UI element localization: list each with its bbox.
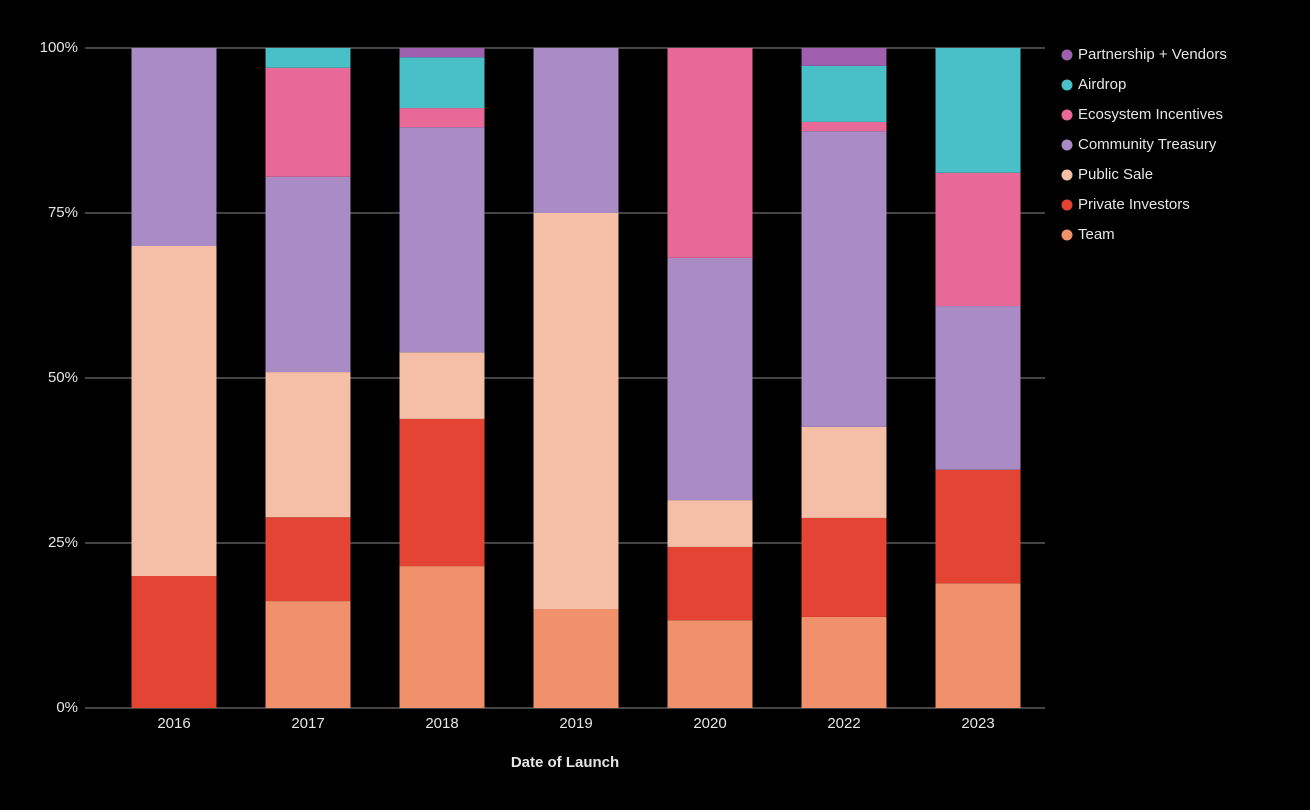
legend-marker bbox=[1061, 79, 1073, 91]
legend-label: Private Investors bbox=[1078, 196, 1190, 213]
y-tick-label: 0% bbox=[56, 699, 78, 716]
bar-segment bbox=[131, 48, 217, 246]
bar-segment bbox=[667, 546, 753, 621]
bar-segment bbox=[935, 583, 1021, 708]
bar-segment bbox=[935, 48, 1021, 173]
bar-segment bbox=[533, 48, 619, 213]
bar-segment bbox=[399, 127, 485, 353]
bar-segment bbox=[399, 566, 485, 708]
bar-segment bbox=[801, 121, 887, 132]
legend-label: Public Sale bbox=[1078, 166, 1153, 183]
legend-label: Team bbox=[1078, 226, 1115, 243]
x-tick-label: 2023 bbox=[961, 715, 994, 732]
legend-label: Airdrop bbox=[1078, 76, 1126, 93]
bar-segment bbox=[801, 616, 887, 708]
bar-segment bbox=[801, 65, 887, 122]
legend-label: Community Treasury bbox=[1078, 136, 1217, 153]
bar-segment bbox=[667, 48, 753, 258]
bar-segment bbox=[801, 131, 887, 427]
legend-marker bbox=[1061, 109, 1073, 121]
legend-marker bbox=[1061, 139, 1073, 151]
bar-segment bbox=[399, 418, 485, 567]
bar-segment bbox=[265, 176, 351, 373]
x-tick-label: 2018 bbox=[425, 715, 458, 732]
bar-segment bbox=[131, 246, 217, 576]
bar-segment bbox=[667, 257, 753, 501]
bar-segment bbox=[131, 576, 217, 708]
bar-segment bbox=[399, 57, 485, 109]
bar-segment bbox=[265, 48, 351, 68]
x-tick-label: 2019 bbox=[559, 715, 592, 732]
bar-segment bbox=[533, 609, 619, 708]
bar-segment bbox=[265, 517, 351, 602]
legend-marker bbox=[1061, 229, 1073, 241]
bar-segment bbox=[399, 352, 485, 419]
x-tick-label: 2022 bbox=[827, 715, 860, 732]
bar-segment bbox=[533, 213, 619, 609]
bar-segment bbox=[801, 517, 887, 617]
bar-segment bbox=[801, 48, 887, 66]
bar-segment bbox=[935, 306, 1021, 470]
legend-marker bbox=[1061, 49, 1073, 61]
x-axis-title: Date of Launch bbox=[511, 754, 619, 771]
bar-segment bbox=[935, 469, 1021, 584]
x-tick-label: 2016 bbox=[157, 715, 190, 732]
x-tick-label: 2020 bbox=[693, 715, 726, 732]
legend-marker bbox=[1061, 199, 1073, 211]
y-tick-label: 50% bbox=[48, 369, 78, 386]
y-tick-label: 25% bbox=[48, 534, 78, 551]
bar-segment bbox=[667, 500, 753, 547]
legend-label: Ecosystem Incentives bbox=[1078, 106, 1223, 123]
bar-segment bbox=[667, 620, 753, 708]
y-tick-label: 100% bbox=[40, 39, 78, 56]
bar-segment bbox=[801, 426, 887, 518]
bar-segment bbox=[399, 48, 485, 58]
bar-segment bbox=[399, 108, 485, 128]
legend-marker bbox=[1061, 169, 1073, 181]
bar-segment bbox=[265, 601, 351, 708]
y-tick-label: 75% bbox=[48, 204, 78, 221]
bar-segment bbox=[265, 67, 351, 177]
x-tick-label: 2017 bbox=[291, 715, 324, 732]
bar-segment bbox=[265, 372, 351, 518]
legend-label: Partnership + Vendors bbox=[1078, 46, 1227, 63]
bar-segment bbox=[935, 172, 1021, 307]
